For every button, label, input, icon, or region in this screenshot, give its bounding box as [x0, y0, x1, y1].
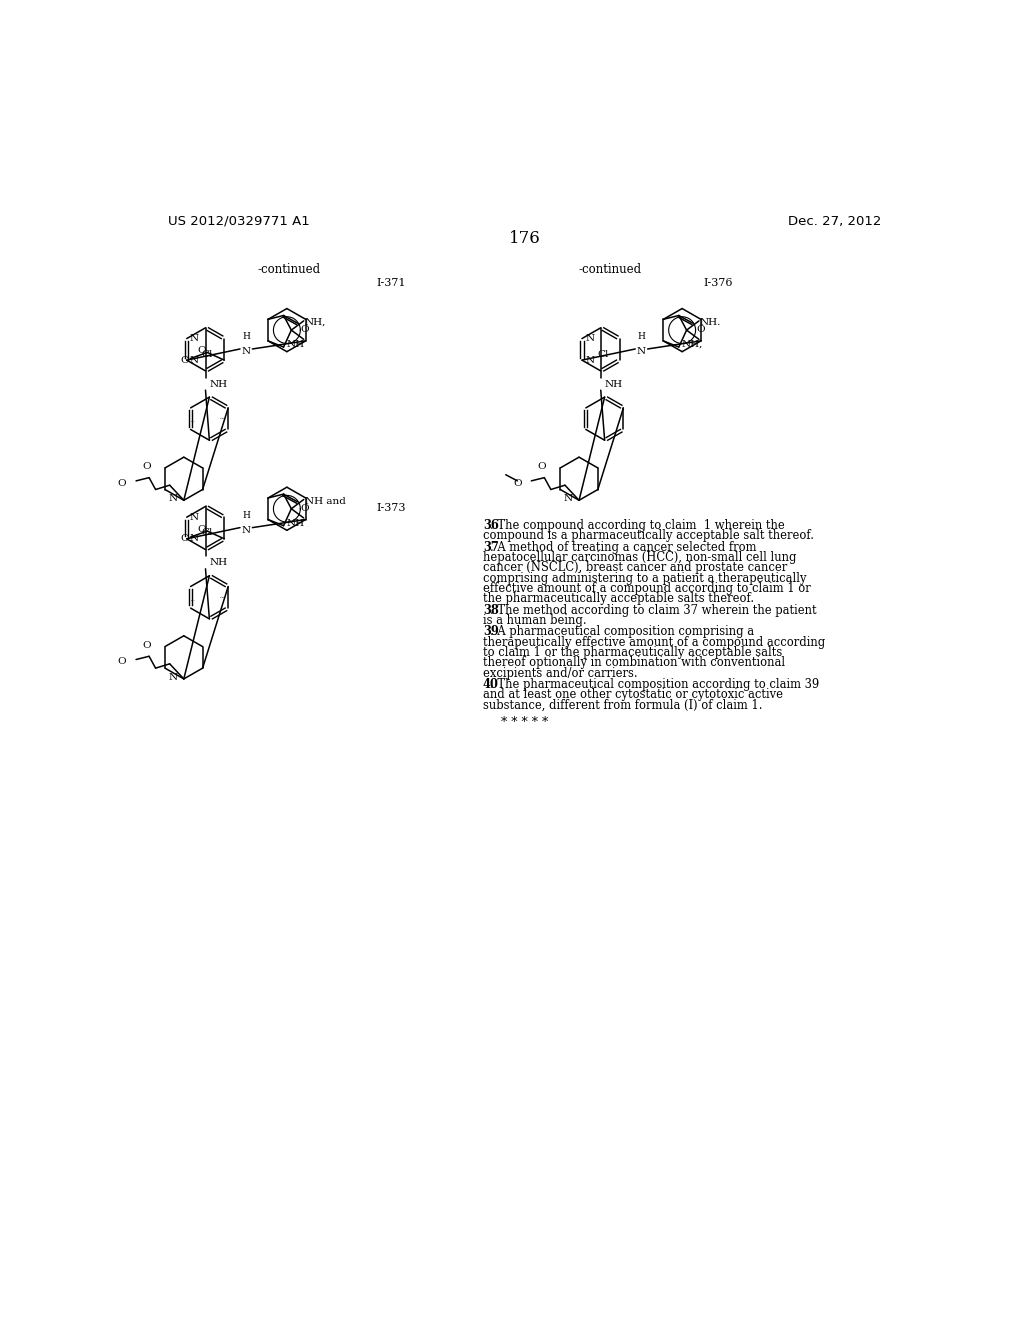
Text: NH: NH	[209, 380, 227, 388]
Text: * * * * *: * * * * *	[501, 717, 549, 730]
Text: therapeutically effective amount of a compound according: therapeutically effective amount of a co…	[483, 636, 825, 648]
Text: O: O	[180, 535, 188, 544]
Text: methyl: methyl	[222, 597, 226, 598]
Text: O: O	[197, 525, 206, 535]
Text: 36: 36	[483, 519, 499, 532]
Text: 39: 39	[483, 626, 499, 639]
Text: cancer (NSCLC), breast cancer and prostate cancer: cancer (NSCLC), breast cancer and prosta…	[483, 561, 787, 574]
Text: NH: NH	[287, 341, 305, 348]
Text: NH.: NH.	[699, 318, 721, 327]
Text: . A method of treating a cancer selected from: . A method of treating a cancer selected…	[490, 541, 757, 553]
Text: N: N	[563, 494, 572, 503]
Text: to claim 1 or the pharmaceutically acceptable salts: to claim 1 or the pharmaceutically accep…	[483, 645, 782, 659]
Text: . The method according to claim 37 wherein the patient: . The method according to claim 37 where…	[490, 603, 817, 616]
Text: N: N	[585, 355, 594, 364]
Text: N: N	[585, 334, 594, 343]
Text: Cl: Cl	[597, 350, 608, 359]
Text: methyl: methyl	[220, 418, 224, 420]
Text: NH: NH	[287, 519, 305, 528]
Text: excipients and/or carriers.: excipients and/or carriers.	[483, 667, 638, 680]
Text: O: O	[301, 504, 309, 513]
Text: 38: 38	[483, 603, 499, 616]
Text: comprising administering to a patient a therapeutically: comprising administering to a patient a …	[483, 572, 807, 585]
Text: hepatocellular carcinomas (HCC), non-small cell lung: hepatocellular carcinomas (HCC), non-sma…	[483, 550, 797, 564]
Text: N: N	[189, 512, 199, 521]
Text: . The pharmaceutical composition according to claim 39: . The pharmaceutical composition accordi…	[490, 678, 819, 692]
Text: US 2012/0329771 A1: US 2012/0329771 A1	[168, 215, 310, 227]
Text: Cl: Cl	[202, 350, 213, 359]
Text: . A pharmaceutical composition comprising a: . A pharmaceutical composition comprisin…	[490, 626, 755, 639]
Text: effective amount of a compound according to claim 1 or: effective amount of a compound according…	[483, 582, 811, 595]
Text: -continued: -continued	[258, 263, 321, 276]
Text: N: N	[242, 527, 251, 535]
Text: NH,: NH,	[682, 341, 703, 348]
Text: H: H	[638, 333, 645, 342]
Text: O: O	[142, 462, 152, 471]
Text: I-373: I-373	[376, 503, 406, 513]
Text: H: H	[243, 511, 250, 520]
Text: -continued: -continued	[579, 263, 642, 276]
Text: O: O	[180, 355, 188, 364]
Text: O: O	[301, 326, 309, 334]
Text: NH: NH	[209, 558, 227, 568]
Text: and at least one other cytostatic or cytotoxic active: and at least one other cytostatic or cyt…	[483, 689, 783, 701]
Text: N: N	[189, 334, 199, 343]
Text: Cl: Cl	[202, 528, 213, 537]
Text: N: N	[168, 673, 177, 682]
Text: N: N	[189, 355, 199, 364]
Text: Dec. 27, 2012: Dec. 27, 2012	[787, 215, 882, 227]
Text: 176: 176	[509, 230, 541, 247]
Text: O: O	[538, 462, 547, 471]
Text: methyl: methyl	[220, 597, 224, 598]
Text: I-371: I-371	[376, 277, 406, 288]
Text: O: O	[118, 479, 126, 487]
Text: methyl: methyl	[190, 421, 196, 422]
Text: O: O	[696, 326, 705, 334]
Text: NH,: NH,	[304, 318, 326, 327]
Text: substance, different from formula (I) of claim 1.: substance, different from formula (I) of…	[483, 698, 763, 711]
Text: O: O	[513, 479, 521, 487]
Text: is a human being.: is a human being.	[483, 614, 587, 627]
Text: N: N	[242, 347, 251, 356]
Text: NH and: NH and	[304, 496, 345, 506]
Text: NH: NH	[604, 380, 623, 388]
Text: . The compound according to claim  1 wherein the: . The compound according to claim 1 wher…	[490, 519, 785, 532]
Text: methyl: methyl	[222, 418, 226, 420]
Text: N: N	[168, 494, 177, 503]
Text: O: O	[118, 657, 126, 667]
Text: thereof optionally in combination with conventional: thereof optionally in combination with c…	[483, 656, 785, 669]
Text: N: N	[637, 347, 646, 356]
Text: compound is a pharmaceutically acceptable salt thereof.: compound is a pharmaceutically acceptabl…	[483, 529, 814, 543]
Text: O: O	[197, 346, 206, 355]
Text: N: N	[189, 535, 199, 544]
Text: the pharmaceutically acceptable salts thereof.: the pharmaceutically acceptable salts th…	[483, 593, 754, 605]
Text: I-376: I-376	[703, 277, 732, 288]
Text: O: O	[142, 642, 152, 651]
Text: 40: 40	[483, 678, 499, 692]
Text: methyl: methyl	[190, 599, 196, 601]
Text: H: H	[243, 333, 250, 342]
Text: 37: 37	[483, 541, 499, 553]
